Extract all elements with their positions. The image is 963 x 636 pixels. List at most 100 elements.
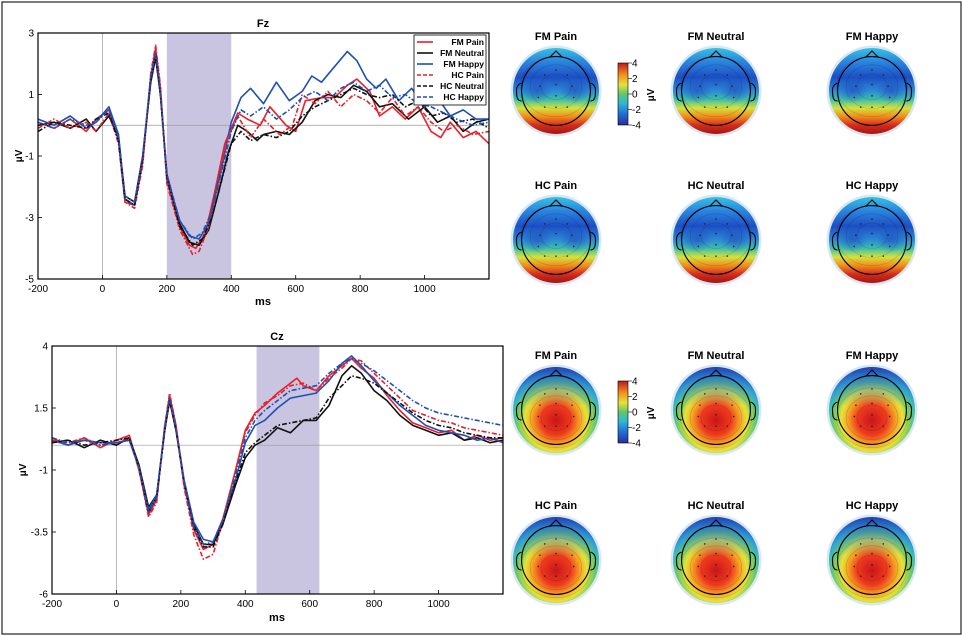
topomap-electrode	[715, 575, 717, 577]
topomap-head-outline	[837, 375, 907, 445]
topomap-electrode	[555, 564, 557, 566]
legend-label-hc-pain: HC Pain	[451, 70, 484, 80]
legend-label-fm-happy: FM Happy	[443, 59, 484, 69]
topomap-electrode	[715, 425, 717, 427]
topomap-title-fm-pain: FM Pain	[535, 31, 577, 43]
topomap-head-outline	[681, 205, 751, 275]
topomap-hc-happy: HC Happy	[826, 500, 918, 606]
topomap-frontal-overlay	[513, 517, 599, 603]
topomap-nose	[549, 519, 563, 527]
topomap-contour	[700, 73, 732, 100]
topomap-electrode	[715, 106, 717, 108]
topomap-nose	[549, 369, 563, 377]
topomap-electrode	[543, 543, 546, 545]
topomap-field	[673, 48, 759, 134]
topomap-electrode	[853, 96, 856, 99]
topomap-right-ear	[906, 82, 913, 102]
topomap-left-ear	[675, 82, 682, 102]
cz-y-axis: 4 1.5 -1 -3.5 -6	[31, 342, 56, 601]
topomap-electrode	[715, 69, 717, 71]
topomap-electrode	[731, 404, 733, 406]
topomap-title-hc-neutral: HC Neutral	[688, 180, 745, 192]
colorbar-tick-label: 2	[632, 74, 638, 85]
a-x-tick-label: 400	[223, 284, 240, 295]
topomap-electrode	[726, 425, 729, 427]
topomap-electrode	[726, 74, 729, 76]
topomap-electrode	[539, 85, 541, 87]
topomap-electrode	[699, 234, 701, 236]
topomap-right-lobe	[720, 80, 751, 107]
topomap-electrode	[715, 255, 717, 257]
topomap-title-hc-pain: HC Pain	[535, 500, 577, 512]
topomap-right-lobe	[560, 229, 591, 256]
topomap-contour	[529, 213, 583, 258]
topomap-frontal-overlay	[513, 367, 599, 453]
fz-y-axis: 3 1 -1 -3 -5	[25, 29, 42, 286]
a-x-tick-label: 0	[100, 284, 106, 295]
topomap-electrode	[555, 95, 557, 97]
topomap-left-lobe	[521, 229, 552, 256]
topomap-right-lobe	[560, 80, 591, 107]
cz-series-group	[52, 355, 503, 561]
topomap-title-fm-pain: FM Pain	[535, 350, 577, 362]
topomap-electrode	[555, 575, 557, 577]
a-y-tick-label: 3	[28, 29, 34, 40]
topomap-electrode	[703, 393, 706, 395]
cz-colorbar: 4 2 0 -2 -4 μV	[617, 377, 657, 450]
topomap-fm-neutral: FM Neutral	[670, 350, 762, 456]
topomap-left-lobe	[837, 80, 868, 107]
topomap-electrode	[871, 552, 873, 555]
b-x-tick-label: 400	[237, 599, 254, 610]
topomap-left-ear	[675, 551, 682, 571]
topomap-electrode	[871, 83, 873, 86]
topomap-electrode	[871, 564, 873, 566]
topomap-contour	[540, 404, 572, 431]
topomap-head-outline	[681, 375, 751, 445]
topomap-field	[829, 48, 915, 134]
topomap-left-ear	[831, 231, 838, 251]
fz-series-group	[38, 44, 489, 256]
topomap-electrode	[871, 575, 873, 577]
topomap-left-ear	[675, 401, 682, 421]
topomap-title-hc-neutral: HC Neutral	[688, 500, 745, 512]
topomap-left-lobe	[837, 229, 868, 256]
topomap-right-ear	[906, 231, 913, 251]
topomap-head-outline	[521, 56, 591, 126]
topomap-electrode	[715, 244, 717, 246]
topomap-electrode	[859, 575, 862, 577]
topomap-hc-neutral: HC Neutral	[670, 500, 762, 606]
topomap-electrode	[855, 404, 857, 406]
topomap-electrode	[566, 106, 569, 108]
a-series-hc-happy	[38, 53, 489, 240]
topomap-electrode	[537, 245, 540, 248]
topomap-title-fm-happy: FM Happy	[846, 31, 899, 43]
topomap-field	[829, 197, 915, 283]
topomap-electrode	[882, 393, 885, 395]
topomap-electrode	[697, 96, 700, 99]
topomap-nose	[865, 519, 879, 527]
topomap-electrode	[699, 85, 701, 87]
topomap-right-ear	[590, 551, 597, 571]
topomap-fm-neutral: FM Neutral	[670, 31, 762, 137]
topomap-electrode	[543, 223, 546, 225]
topomap-electrode	[715, 538, 717, 540]
topomap-contour	[856, 554, 888, 581]
topomap-right-lobe	[876, 229, 907, 256]
topomap-electrode	[715, 218, 717, 220]
topomap-electrode	[555, 69, 557, 71]
fz-colorbar-gradient	[617, 62, 629, 126]
topomap-electrode	[888, 565, 891, 568]
topomap-left-ear	[831, 551, 838, 571]
topomap-electrode	[571, 234, 573, 236]
a-series-hc-neutral	[38, 53, 489, 246]
topomap-title-hc-pain: HC Pain	[535, 180, 577, 192]
topomap-frontal-overlay	[829, 517, 915, 603]
topomap-contour	[689, 545, 743, 590]
topomap-electrode	[703, 575, 706, 577]
topomap-contour	[845, 64, 899, 109]
topomap-electrode	[543, 393, 546, 395]
topomap-electrode	[555, 388, 557, 390]
topomap-electrode	[715, 402, 717, 405]
topomap-electrode	[555, 83, 557, 86]
